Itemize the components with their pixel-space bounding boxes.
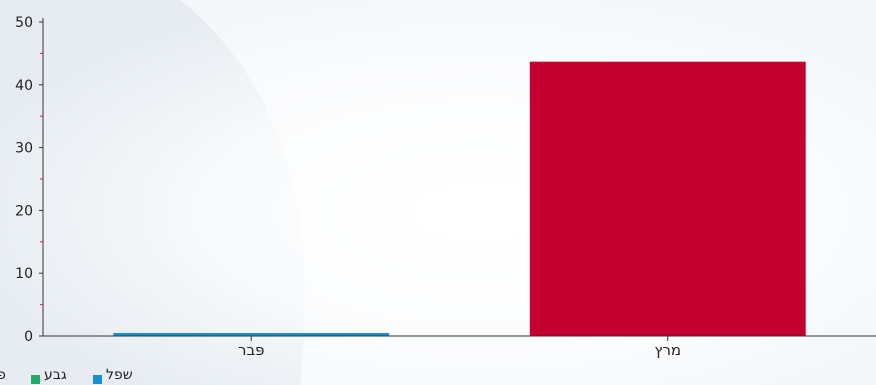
legend-swatch bbox=[93, 375, 102, 384]
legend-swatch bbox=[31, 375, 40, 384]
y-axis: 0 10 20 30 40 50 bbox=[15, 15, 44, 345]
legend-label: פי bbox=[0, 367, 6, 383]
y-tick-label: 40 bbox=[15, 78, 33, 94]
y-tick-label: 10 bbox=[15, 266, 33, 282]
y-tick-label: 30 bbox=[15, 141, 33, 157]
x-axis: פּבר מרץ bbox=[43, 335, 876, 359]
y-tick-label: 50 bbox=[15, 15, 33, 31]
legend-label: שפל bbox=[106, 367, 133, 383]
bars bbox=[113, 61, 806, 337]
y-tick-label: 20 bbox=[15, 203, 33, 219]
legend-label: גבע bbox=[44, 367, 67, 383]
x-tick-label: מרץ bbox=[654, 341, 681, 359]
legend: שפל גבע פי bbox=[0, 367, 200, 385]
bar[interactable] bbox=[529, 61, 806, 337]
x-tick-label: פּבר bbox=[238, 341, 265, 359]
y-tick-label: 0 bbox=[24, 329, 33, 345]
